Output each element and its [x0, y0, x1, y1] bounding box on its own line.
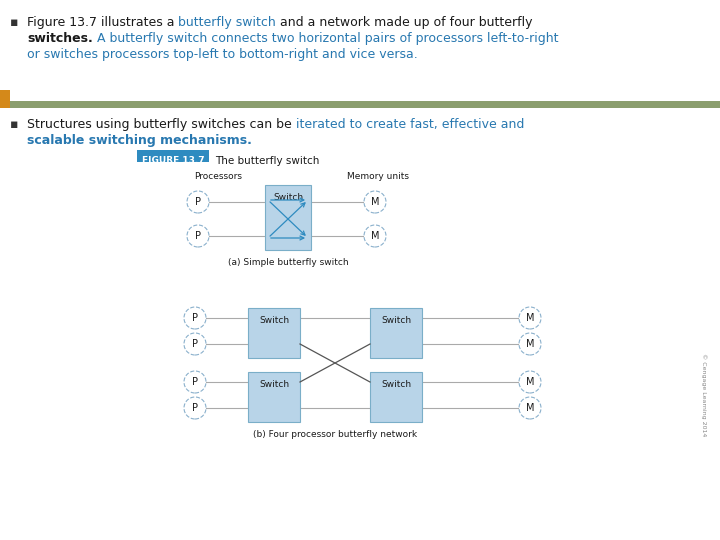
- Text: The butterfly switch: The butterfly switch: [215, 156, 320, 166]
- Text: or switches processors top-left to bottom-right and vice versa.: or switches processors top-left to botto…: [27, 48, 418, 61]
- Text: FIGURE 13.7: FIGURE 13.7: [142, 156, 204, 165]
- Bar: [370, 308, 422, 358]
- Text: P: P: [192, 377, 198, 387]
- Text: P: P: [192, 339, 198, 349]
- Text: Switch: Switch: [273, 193, 303, 202]
- Text: Structures using butterfly switches can be: Structures using butterfly switches can …: [27, 118, 296, 131]
- Text: Memory units: Memory units: [347, 172, 409, 181]
- Text: © Cengage Learning 2014: © Cengage Learning 2014: [701, 353, 707, 437]
- Circle shape: [519, 371, 541, 393]
- Text: Switch: Switch: [259, 316, 289, 325]
- Circle shape: [364, 225, 386, 247]
- Circle shape: [187, 225, 209, 247]
- Circle shape: [519, 307, 541, 329]
- Text: ▪: ▪: [10, 16, 19, 29]
- Text: A butterfly switch connects two horizontal pairs of processors left-to-right: A butterfly switch connects two horizont…: [93, 32, 558, 45]
- Bar: [0, 101, 720, 108]
- Circle shape: [519, 397, 541, 419]
- Text: M: M: [526, 339, 534, 349]
- Text: scalable switching mechanisms.: scalable switching mechanisms.: [27, 134, 252, 147]
- Text: (a) Simple butterfly switch: (a) Simple butterfly switch: [228, 258, 348, 267]
- Text: P: P: [195, 231, 201, 241]
- Text: (b) Four processor butterfly network: (b) Four processor butterfly network: [253, 430, 417, 439]
- Text: switches.: switches.: [27, 32, 93, 45]
- Bar: [137, 150, 209, 162]
- Text: butterfly switch: butterfly switch: [179, 16, 276, 29]
- Circle shape: [519, 333, 541, 355]
- Text: and a network made up of four butterfly: and a network made up of four butterfly: [276, 16, 533, 29]
- Bar: [370, 372, 422, 422]
- Text: M: M: [526, 313, 534, 323]
- Circle shape: [184, 397, 206, 419]
- Text: Figure 13.7 illustrates a: Figure 13.7 illustrates a: [27, 16, 179, 29]
- Circle shape: [364, 191, 386, 213]
- Text: Processors: Processors: [194, 172, 242, 181]
- Text: iterated to create fast, effective and: iterated to create fast, effective and: [296, 118, 524, 131]
- Text: M: M: [526, 377, 534, 387]
- Circle shape: [187, 191, 209, 213]
- Text: Switch: Switch: [381, 316, 411, 325]
- Text: P: P: [195, 197, 201, 207]
- Text: P: P: [192, 403, 198, 413]
- Circle shape: [184, 307, 206, 329]
- Bar: [248, 308, 300, 358]
- Text: Switch: Switch: [259, 380, 289, 389]
- Text: M: M: [371, 197, 379, 207]
- Text: P: P: [192, 313, 198, 323]
- Text: M: M: [371, 231, 379, 241]
- Bar: [265, 185, 311, 250]
- Bar: [248, 372, 300, 422]
- Circle shape: [184, 371, 206, 393]
- Circle shape: [184, 333, 206, 355]
- Text: M: M: [526, 403, 534, 413]
- Bar: [0, 90, 10, 108]
- Text: ▪: ▪: [10, 118, 19, 131]
- Text: Switch: Switch: [381, 380, 411, 389]
